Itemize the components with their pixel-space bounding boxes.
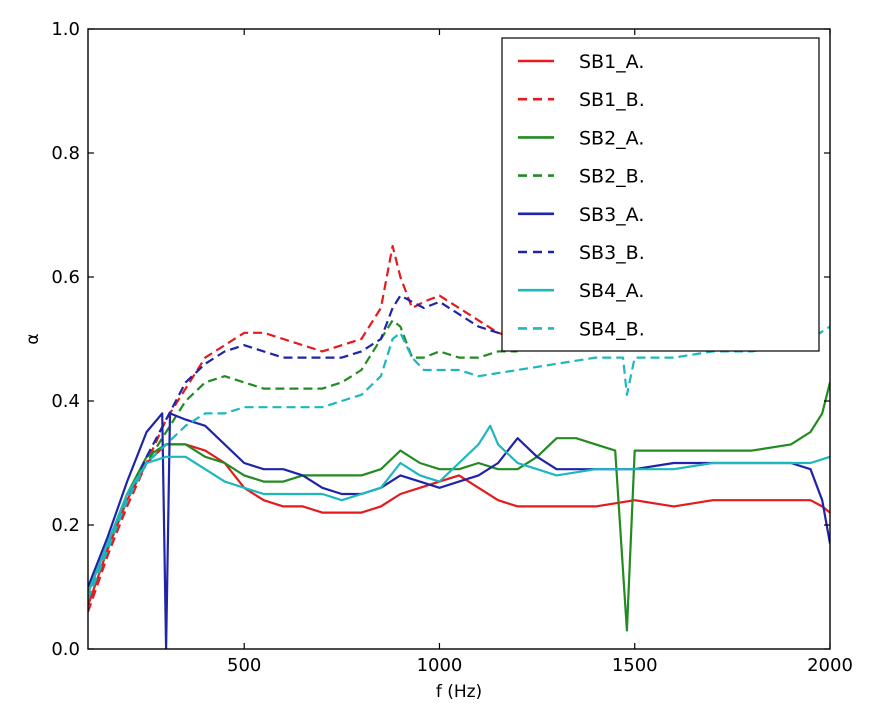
legend-label-sb3-a: SB3_A.: [579, 204, 644, 226]
legend-label-sb2-a: SB2_A.: [579, 127, 644, 149]
x-axis-label: f (Hz): [436, 682, 482, 702]
series-line-sb4-b: [88, 325, 830, 600]
x-tick-label: 2000: [807, 655, 853, 676]
y-tick-label: 0.4: [51, 391, 80, 412]
ticks-layer: 500 1000 1500 2000 0.0 0.2 0.4 0.6 0.8 1.0: [51, 19, 853, 676]
series-line-sb1-a: [88, 443, 830, 606]
x-tick-label: 500: [227, 655, 261, 676]
y-tick-label: 0.2: [51, 515, 80, 536]
legend-label-sb1-a: SB1_A.: [579, 51, 644, 73]
series-line-sb3-a: [88, 412, 830, 649]
y-tick-label: 0.8: [51, 143, 80, 164]
y-tick-label: 1.0: [51, 19, 80, 40]
legend: SB1_A. SB1_B. SB2_A. SB2_B. SB3_A. SB3_B. SB4_…: [501, 37, 820, 352]
series-line-sb3-b: [88, 294, 518, 600]
legend-label-sb4-b: SB4_B.: [579, 318, 645, 340]
series-layer: [88, 244, 830, 649]
series-line-sb4-a: [88, 424, 830, 594]
legend-label-sb3-b: SB3_B.: [579, 242, 645, 264]
series-line-sb2-b: [88, 319, 518, 600]
y-tick-label: 0.6: [51, 267, 80, 288]
legend-label-sb2-b: SB2_B.: [579, 166, 645, 188]
series-line-sb1-b: [88, 244, 518, 613]
plot-frame: [87, 28, 831, 650]
x-tick-label: 1000: [417, 655, 463, 676]
y-axis-label: α: [23, 333, 43, 344]
legend-box: [501, 37, 820, 352]
series-line-sb2-a: [88, 382, 830, 632]
legend-label-sb4-a: SB4_A.: [579, 280, 644, 302]
x-tick-label: 1500: [612, 655, 658, 676]
y-tick-label: 0.0: [51, 639, 80, 660]
legend-label-sb1-b: SB1_B.: [579, 89, 645, 111]
